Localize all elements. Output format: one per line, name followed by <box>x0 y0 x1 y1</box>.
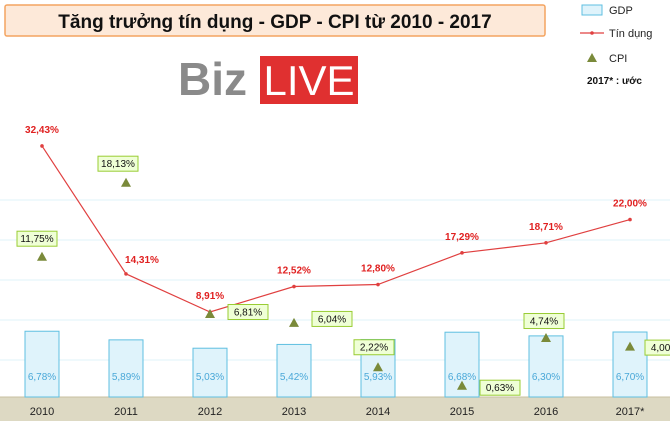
chart-title: Tăng trưởng tín dụng - GDP - CPI từ 2010… <box>58 12 491 33</box>
x-tick-2011: 2011 <box>114 406 138 418</box>
cpi-label-box-2016 <box>523 313 565 330</box>
cpi-label-2015: 0,63% <box>486 383 514 394</box>
cpi-label-2010: 11,75% <box>20 234 53 245</box>
x-tick-2015: 2015 <box>450 406 474 418</box>
cpi-label-2011: 18,13% <box>101 159 135 170</box>
watermark-live: LIVE <box>263 57 354 104</box>
credit-point-2017* <box>628 217 632 222</box>
x-tick-2016: 2016 <box>534 406 558 418</box>
legend-gdp-swatch <box>581 4 603 16</box>
cpi-label-box-2015 <box>479 379 521 396</box>
credit-label-2013: 12,52% <box>277 266 311 277</box>
cpi-marker-2012 <box>205 309 215 319</box>
grid-lines <box>0 199 670 361</box>
gdp-label-2012: 5,03% <box>196 372 224 383</box>
gdp-bar-2016 <box>528 335 564 398</box>
cpi-label-box-2012 <box>227 304 269 321</box>
legend-cpi-label: CPI <box>609 53 627 65</box>
title-box <box>4 4 546 37</box>
credit-label-2010: 32,43% <box>25 125 59 136</box>
gdp-label-2014: 5,93% <box>364 372 392 383</box>
cpi-marker-2010 <box>37 251 47 261</box>
gdp-label-2013: 5,42% <box>280 372 308 383</box>
cpi-label-box-2010 <box>16 230 58 247</box>
estimate-note: 2017* : ước <box>587 76 642 87</box>
credit-point-2011 <box>124 272 128 276</box>
cpi-label-box-2017* <box>644 339 670 356</box>
x-tick-2017*: 2017* <box>616 406 645 418</box>
cpi-label-2016: 4,74% <box>530 317 558 328</box>
legend-gdp-label: GDP <box>609 5 633 17</box>
cpi-label-2017*: 4,00% <box>651 343 670 354</box>
gdp-label-2010: 6,78% <box>28 372 56 383</box>
x-tick-2014: 2014 <box>366 406 390 418</box>
cpi-marker-2014 <box>373 362 383 372</box>
gdp-label-2015: 6,68% <box>448 372 476 383</box>
credit-point-2010 <box>40 144 44 148</box>
watermark-live-box <box>260 56 358 104</box>
credit-label-2016: 18,71% <box>529 222 563 233</box>
credit-point-2016 <box>544 241 548 245</box>
gdp-label-2011: 5,89% <box>112 372 140 383</box>
credit-line-series: 32,43% 14,31% 8,91% 12,52% 12,80% 17,29% 18,71… <box>25 125 647 314</box>
credit-point-2015 <box>460 251 464 255</box>
x-axis-band <box>0 397 670 421</box>
cpi-marker-2016 <box>541 333 551 343</box>
cpi-label-box-2011 <box>97 155 139 172</box>
credit-line-path <box>41 145 631 313</box>
gdp-label-2017*: 6,70% <box>616 372 644 383</box>
x-tick-2013: 2013 <box>282 406 306 418</box>
legend-credit-label: Tín dụng <box>609 28 652 40</box>
credit-point-2014 <box>376 282 380 287</box>
watermark-biz: Biz <box>178 53 247 105</box>
credit-label-2017*: 22,00% <box>613 199 647 210</box>
cpi-label-2013: 6,04% <box>318 314 346 325</box>
credit-label-2014: 12,80% <box>361 264 395 275</box>
cpi-marker-2011 <box>121 177 131 187</box>
gdp-bars: 6,78% 5,89% 5,03% 5,42% 5,93% 6,68% 6,30% 6,70% <box>24 330 648 398</box>
legend: GDP Tín dụng CPI <box>580 4 652 65</box>
credit-label-2011: 14,31% <box>125 255 159 266</box>
gdp-bar-2012 <box>192 347 228 398</box>
gdp-bar-2010 <box>24 330 60 398</box>
gdp-label-2016: 6,30% <box>532 372 560 383</box>
cpi-label-2014: 2,22% <box>360 343 388 354</box>
cpi-marker-2015 <box>457 380 467 390</box>
x-tick-2010: 2010 <box>30 406 54 418</box>
cpi-label-2012: 6,81% <box>234 308 262 319</box>
legend-credit-marker <box>590 31 594 35</box>
cpi-label-box-2014 <box>353 339 395 356</box>
cpi-marker-2013 <box>289 317 299 327</box>
credit-point-2013 <box>292 284 296 289</box>
cpi-series: 11,75% 18,13% 6,81% 6,04% 2,22% 0,63% 4,74% 4,0… <box>16 155 670 396</box>
credit-label-2012: 8,91% <box>196 291 224 302</box>
cpi-label-box-2013 <box>311 310 353 327</box>
watermark-logo: Biz LIVE <box>178 53 358 105</box>
gdp-bar-2013 <box>276 343 312 398</box>
x-tick-labels: 2010 2011 2012 2013 2014 2015 2016 2017* <box>30 406 645 418</box>
credit-label-2015: 17,29% <box>445 232 479 243</box>
legend-cpi-marker <box>587 53 597 62</box>
x-tick-2012: 2012 <box>198 406 222 418</box>
cpi-marker-2017* <box>625 341 635 351</box>
gdp-bar-2011 <box>108 339 144 398</box>
